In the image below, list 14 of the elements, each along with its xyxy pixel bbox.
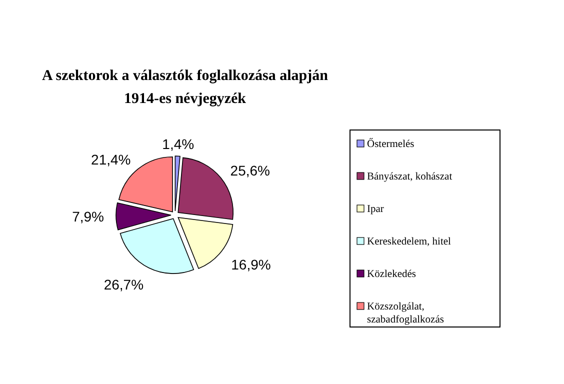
legend-label: Kereskedelem, hitel [367,236,452,248]
data-label: 7,9% [72,208,104,225]
data-label: 26,7% [104,276,144,293]
legend-label: Ipar [367,204,384,215]
data-label: 25,6% [230,162,270,178]
legend-label: Bányászat, kohászat [367,172,452,182]
chart-title: A szektorok a választók foglalkozása alapján [42,68,329,84]
data-label: 21,4% [91,151,131,168]
data-label: 16,9% [231,256,271,272]
legend-label: Őstermelés [367,137,414,150]
chart-subtitle: 1914-es névjegyzék [124,91,247,107]
data-label: 1,4% [162,136,194,152]
legend-label: Közszolgálat, szabadfoglalkozás [367,302,444,326]
legend-label: Közlekedés [367,269,416,280]
